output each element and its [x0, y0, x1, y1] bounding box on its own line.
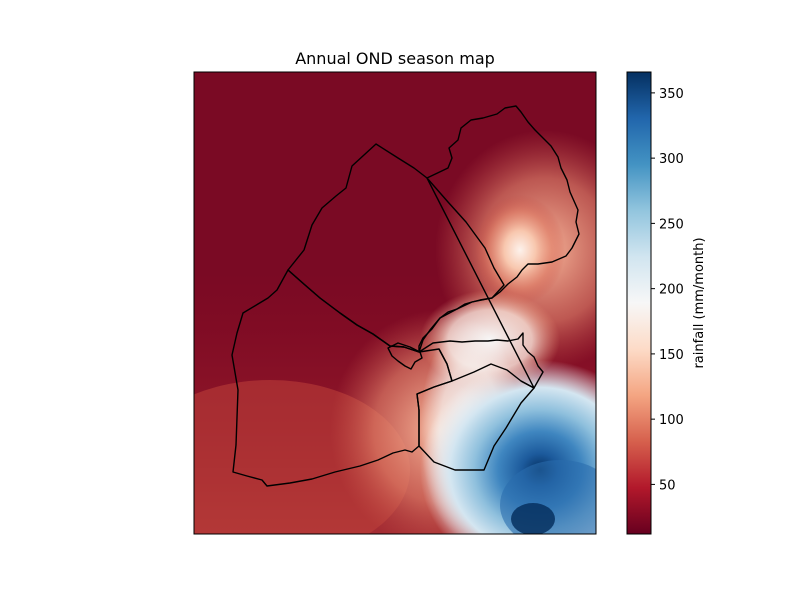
- chart-title: Annual OND season map: [295, 49, 495, 68]
- colorbar-tick-label: 300: [659, 152, 684, 167]
- map-frame: [193, 71, 597, 535]
- colorbar-frame: [626, 71, 652, 535]
- map-axes: [193, 71, 597, 535]
- colorbar-tick-label: 350: [659, 87, 684, 102]
- gulf-inlet: [387, 342, 423, 370]
- colorbar-tick-label: 250: [659, 217, 684, 232]
- colorbar-tick-label: 100: [659, 413, 684, 428]
- west-region: [231, 269, 453, 487]
- colorbar-tick-label: 50: [659, 478, 676, 493]
- colorbar-tick-label: 200: [659, 283, 684, 298]
- region-boundaries: [231, 105, 580, 487]
- colorbar-tick-label: 150: [659, 348, 684, 363]
- colorbar-gradient: [627, 72, 651, 534]
- central-south-divider: [438, 348, 535, 389]
- colorbar: 50 100 150 200 250 300 350 rainfall (mm/month): [626, 71, 707, 535]
- northeast-region: [418, 105, 580, 389]
- colorbar-ticks: 50 100 150 200 250 300 350: [651, 87, 684, 493]
- colorbar-label: rainfall (mm/month): [692, 237, 707, 368]
- rainfall-field: [194, 72, 596, 534]
